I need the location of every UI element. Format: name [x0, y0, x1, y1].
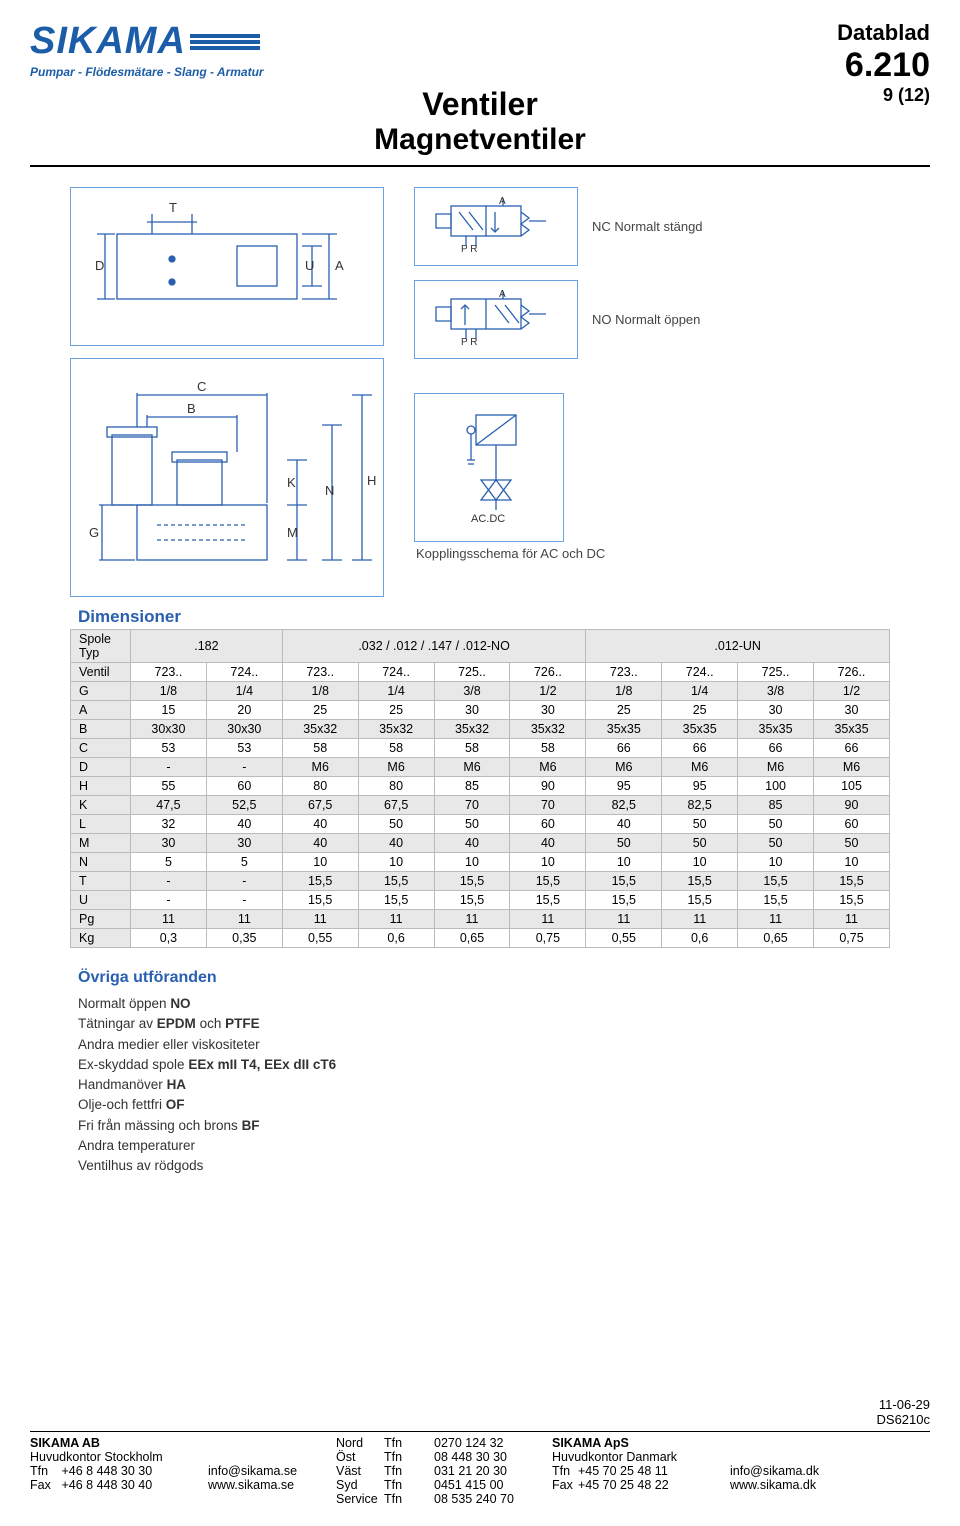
- svg-text:H: H: [367, 473, 376, 488]
- logo-subtitle: Pumpar - Flödesmätare - Slang - Armatur: [30, 65, 350, 79]
- tech-drawing-top-icon: T D U A: [77, 194, 347, 334]
- footer-hq-dk: Huvudkontor Danmark: [552, 1450, 712, 1464]
- svg-text:C: C: [197, 379, 206, 394]
- symbol-acdc: AC.DC: [414, 393, 564, 542]
- logo-stripes-icon: [190, 34, 260, 50]
- footer-company-se: SIKAMA AB: [30, 1436, 100, 1450]
- svg-text:A: A: [499, 196, 506, 207]
- symbol-nc: A P R: [414, 187, 578, 266]
- svg-text:A: A: [335, 258, 344, 273]
- symbol-nc-row: A P R NC Normalt stängd: [414, 187, 890, 266]
- ovriga-title: Övriga utföranden: [78, 966, 930, 990]
- ovriga-line: Ventilhus av rödgods: [78, 1156, 930, 1176]
- svg-text:A: A: [499, 289, 506, 300]
- diagrams-area: T D U A: [70, 187, 890, 597]
- title-line2: Magnetventiler: [30, 123, 930, 157]
- dimensions-table: SpoleTyp.182.032 / .012 / .147 / .012-NO…: [70, 629, 890, 948]
- dimension-diagram-top: T D U A: [70, 187, 384, 346]
- footer-company-dk: SIKAMA ApS: [552, 1436, 629, 1450]
- dimensions-title: Dimensioner: [78, 607, 930, 627]
- logo-name: SIKAMA: [30, 20, 186, 63]
- svg-text:D: D: [95, 258, 104, 273]
- svg-text:P R: P R: [461, 244, 478, 254]
- title-block: Ventiler Magnetventiler: [30, 86, 930, 157]
- footer-code: DS6210c: [30, 1412, 930, 1427]
- symbol-no: A P R: [414, 280, 578, 359]
- ovriga-line: Andra temperaturer: [78, 1136, 930, 1156]
- footer-email-dk: info@sikama.dk: [730, 1464, 830, 1478]
- datablad-label: Datablad: [837, 20, 930, 46]
- symbol-no-row: A P R NO Normalt öppen: [414, 280, 890, 359]
- footer-web-dk: www.sikama.dk: [730, 1478, 830, 1492]
- svg-text:N: N: [325, 483, 334, 498]
- ovriga-line: Ex-skyddad spole EEx mII T4, EEx dII cT6: [78, 1055, 930, 1075]
- ovriga-line: Tätningar av EPDM och PTFE: [78, 1014, 930, 1034]
- footer-email-se: info@sikama.se: [208, 1464, 318, 1478]
- svg-text:B: B: [187, 401, 196, 416]
- ovriga-block: Övriga utföranden Normalt öppen NOTätnin…: [78, 966, 930, 1176]
- footer-rule: [30, 1431, 930, 1432]
- footer-web-se: www.sikama.se: [208, 1478, 318, 1492]
- svg-text:P R: P R: [461, 337, 478, 347]
- tech-drawing-bottom-icon: C B G M K N H: [77, 365, 377, 585]
- ovriga-line: Olje-och fettfri OF: [78, 1095, 930, 1115]
- datablad-block: Datablad 6.210 9 (12): [837, 20, 930, 106]
- svg-text:U: U: [305, 258, 314, 273]
- ovriga-line: Normalt öppen NO: [78, 994, 930, 1014]
- svg-text:G: G: [89, 525, 99, 540]
- footer: 11-06-29 DS6210c SIKAMA AB Huvudkontor S…: [30, 1397, 930, 1506]
- svg-text:K: K: [287, 475, 296, 490]
- ovriga-line: Andra medier eller viskositeter: [78, 1035, 930, 1055]
- datablad-number: 6.210: [837, 46, 930, 85]
- title-line1: Ventiler: [30, 86, 930, 123]
- symbol-no-label: NO Normalt öppen: [592, 312, 700, 327]
- ovriga-line: Fri från mässing och brons BF: [78, 1116, 930, 1136]
- svg-text:AC.DC: AC.DC: [471, 513, 505, 525]
- datablad-page: 9 (12): [837, 85, 930, 106]
- header-rule: [30, 165, 930, 167]
- logo: SIKAMA Pumpar - Flödesmätare - Slang - A…: [30, 20, 350, 79]
- ovriga-line: Handmanöver HA: [78, 1075, 930, 1095]
- svg-text:T: T: [169, 200, 177, 215]
- svg-text:M: M: [287, 525, 298, 540]
- symbol-acdc-caption: Kopplingsschema för AC och DC: [416, 546, 890, 561]
- footer-hq-se: Huvudkontor Stockholm: [30, 1450, 190, 1464]
- symbol-nc-label: NC Normalt stängd: [592, 219, 703, 234]
- footer-date: 11-06-29: [30, 1397, 930, 1412]
- dimension-diagram-bottom: C B G M K N H: [70, 358, 384, 597]
